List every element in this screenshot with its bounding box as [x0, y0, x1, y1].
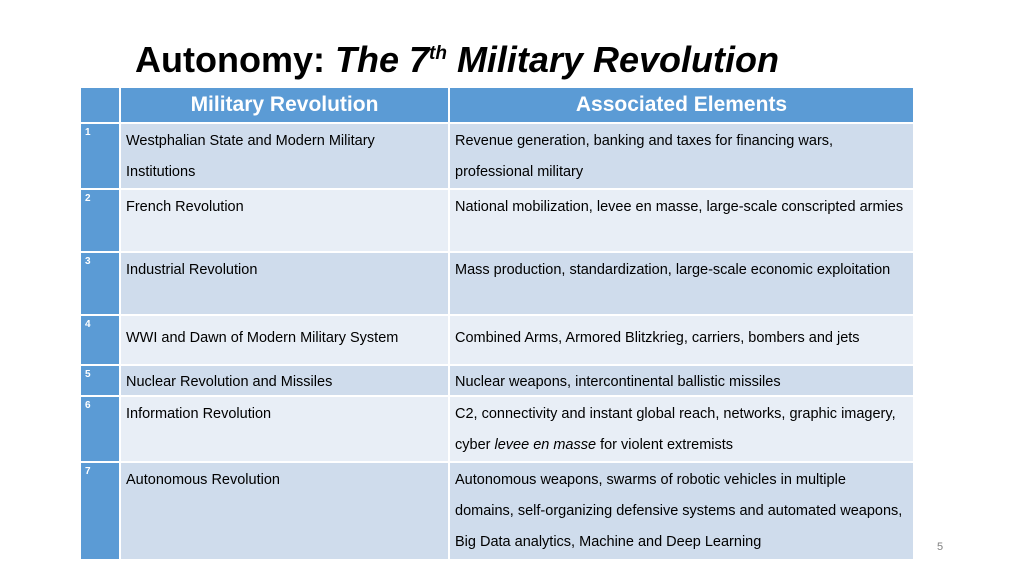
table-row: 5 Nuclear Revolution and Missiles Nuclea…: [81, 365, 913, 397]
elements-cell: Combined Arms, Armored Blitzkrieg, carri…: [449, 315, 913, 366]
title-italic-before: The 7: [334, 39, 429, 80]
slide-title: Autonomy: The 7th Military Revolution: [135, 38, 779, 82]
revolution-cell: WWI and Dawn of Modern Military System: [120, 315, 450, 366]
table-row: 1 Westphalian State and Modern Military …: [81, 123, 913, 190]
title-superscript: th: [429, 43, 447, 64]
revolution-cell: Information Revolution: [120, 396, 450, 463]
row-number: 2: [81, 189, 121, 253]
revolution-cell: French Revolution: [120, 189, 450, 253]
row-number: 1: [81, 123, 121, 190]
row-number: 5: [81, 365, 121, 397]
revolutions-table: Military Revolution Associated Elements …: [81, 88, 913, 561]
header-number: [81, 88, 121, 124]
title-italic-after: Military Revolution: [446, 39, 779, 80]
row-number: 7: [81, 462, 121, 561]
title-italic: The 7th Military Revolution: [335, 39, 779, 80]
row-number: 6: [81, 396, 121, 463]
table-row: 4 WWI and Dawn of Modern Military System…: [81, 315, 913, 366]
header-associated-elements: Associated Elements: [449, 88, 913, 124]
table-row: 2 French Revolution National mobilizatio…: [81, 189, 913, 253]
title-prefix: Autonomy:: [135, 39, 335, 80]
header-row: Military Revolution Associated Elements: [81, 88, 913, 124]
revolution-cell: Autonomous Revolution: [120, 462, 450, 561]
table-row: 3 Industrial Revolution Mass production,…: [81, 252, 913, 316]
elements-cell: Autonomous weapons, swarms of robotic ve…: [449, 462, 913, 561]
table-row: 6 Information Revolution C2, connectivit…: [81, 396, 913, 463]
row-number: 4: [81, 315, 121, 366]
elements-cell: Mass production, standardization, large-…: [449, 252, 913, 316]
header-military-revolution: Military Revolution: [120, 88, 450, 124]
elements-text-end: for violent extremists: [596, 437, 734, 453]
elements-cell: National mobilization, levee en masse, l…: [449, 189, 913, 253]
revolution-cell: Nuclear Revolution and Missiles: [120, 365, 450, 397]
elements-cell: C2, connectivity and instant global reac…: [449, 396, 913, 463]
table-row: 7 Autonomous Revolution Autonomous weapo…: [81, 462, 913, 561]
row-number: 3: [81, 252, 121, 316]
elements-text: C2, connectivity and instant global reac…: [455, 406, 896, 453]
revolution-cell: Industrial Revolution: [120, 252, 450, 316]
elements-cell: Nuclear weapons, intercontinental ballis…: [449, 365, 913, 397]
page-number: 5: [937, 541, 944, 553]
elements-italic-text: levee en masse: [494, 437, 597, 453]
revolution-cell: Westphalian State and Modern Military In…: [120, 123, 450, 190]
elements-cell: Revenue generation, banking and taxes fo…: [449, 123, 913, 190]
